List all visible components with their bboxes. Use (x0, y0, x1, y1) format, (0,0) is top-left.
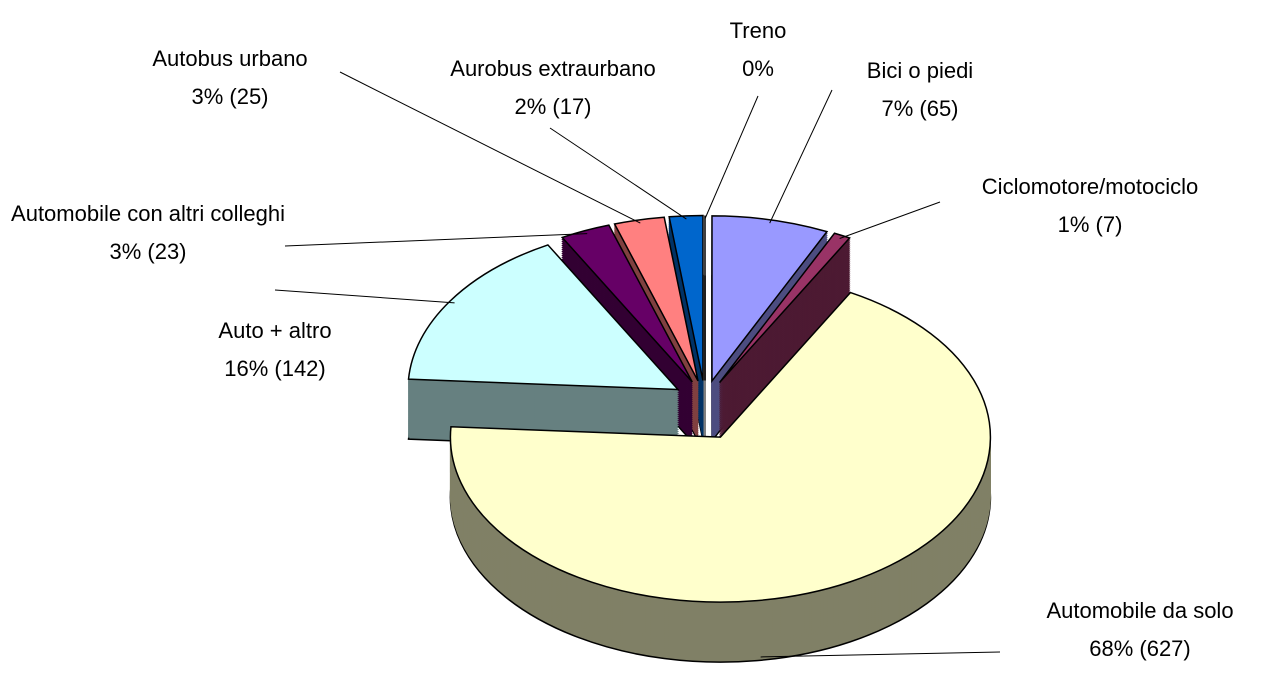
leader-line (704, 95, 759, 219)
value-label: 3% (25) (191, 84, 269, 109)
slice (449, 291, 992, 603)
leader-line (284, 233, 588, 247)
leader-line (549, 127, 687, 220)
value-label: 2% (17) (514, 94, 592, 119)
category-label: Aurobus extraurbano (450, 56, 656, 81)
category-label: Ciclomotore/motociclo (981, 174, 1199, 199)
value-label: 3% (23) (109, 239, 187, 264)
slice (668, 214, 704, 381)
category-label: Automobile da solo (1046, 598, 1234, 623)
slice-label: Automobile con altri colleghi 3% (23) (3, 195, 293, 271)
category-label: Bici o piedi (866, 58, 974, 83)
slice (560, 224, 693, 383)
value-label: 16% (142) (224, 356, 326, 381)
slice-label: Bici o piedi 7% (65) (720, 52, 1120, 128)
slice (407, 244, 680, 391)
value-label: 68% (627) (1089, 636, 1191, 661)
slice (718, 232, 851, 384)
leader-line (839, 201, 941, 239)
slice-label: Ciclomotore/motociclo 1% (7) (890, 168, 1272, 244)
slice-label: Autobus urbano 3% (25) (30, 40, 430, 116)
leader-line (274, 289, 455, 304)
value-label: 7% (65) (881, 96, 959, 121)
slice-label: Aurobus extraurbano 2% (17) (353, 50, 753, 126)
value-label: 1% (7) (1057, 212, 1123, 237)
value-label: 0% (742, 56, 774, 81)
leader-line (339, 71, 641, 224)
slice-label: Treno 0% (558, 12, 958, 88)
slice (613, 216, 699, 382)
slice-label: Auto + altro 16% (142) (75, 312, 475, 388)
leader-line (760, 651, 1001, 658)
category-label: Autobus urbano (152, 46, 308, 71)
category-label: Automobile con altri colleghi (11, 201, 285, 226)
leader-line (769, 89, 833, 224)
category-label: Auto + altro (218, 318, 332, 343)
slice-label: Automobile da solo 68% (627) (940, 592, 1272, 668)
category-label: Treno (729, 18, 787, 43)
